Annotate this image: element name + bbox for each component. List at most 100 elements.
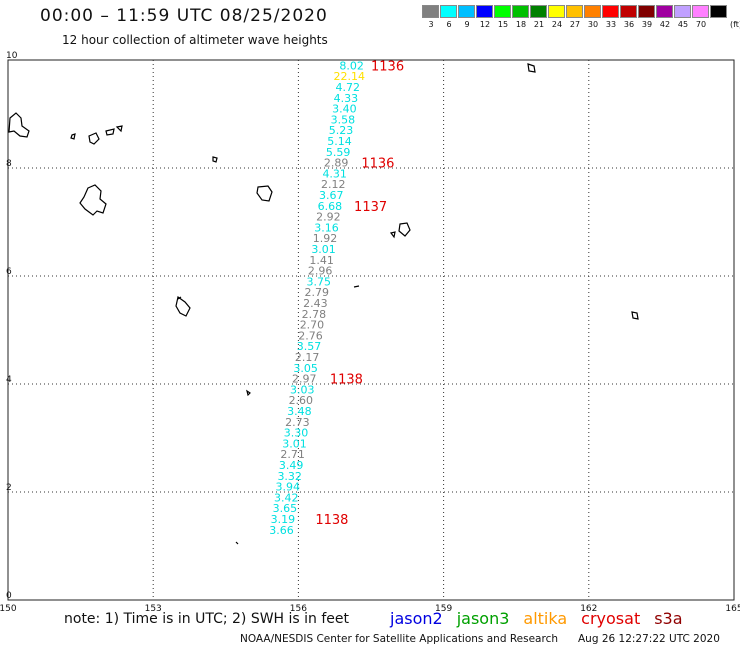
legend-label: 24 [551, 20, 563, 29]
island-outline [177, 296, 182, 300]
altimeter-observations: 8.0222.144.724.333.403.585.235.145.592.8… [269, 59, 365, 536]
satellite-cryosat: cryosat [581, 609, 641, 628]
map-subtitle: 12 hour collection of altimeter wave hei… [62, 33, 328, 47]
legend-label: 3 [428, 20, 434, 29]
legend-swatch [566, 5, 583, 18]
legend-swatch [422, 5, 439, 18]
island-outline [105, 128, 115, 136]
legend-label: 12 [479, 20, 491, 29]
island-outline [115, 125, 123, 133]
legend-swatch [530, 5, 547, 18]
legend-swatch [602, 5, 619, 18]
longitude-tick-label: 165 [725, 604, 740, 614]
wave-height-value: 3.66 [269, 524, 294, 537]
wave-height-value: 3.40 [332, 103, 357, 116]
legend-label: 9 [464, 20, 470, 29]
wave-height-value: 2.96 [308, 265, 333, 278]
longitude-tick-label: 156 [290, 604, 307, 614]
legend-label: 18 [515, 20, 527, 29]
island-outline [246, 389, 251, 397]
wave-height-value: 2.60 [289, 394, 314, 407]
latitude-tick-labels: 0 2 4 6 8 10 [6, 51, 18, 601]
legend-swatch [620, 5, 637, 18]
wave-height-value: 3.01 [282, 437, 307, 450]
wave-height-value: 3.58 [331, 113, 356, 126]
pass-number: 1138 [315, 513, 348, 528]
pass-number: 1138 [330, 373, 363, 388]
wave-height-value: 4.72 [336, 81, 361, 94]
wave-height-value: 2.92 [316, 211, 341, 224]
legend-swatch [476, 5, 493, 18]
pass-number-labels: 1136 1136 1137 1138 1138 [315, 59, 404, 528]
wave-height-value: 3.49 [279, 459, 304, 472]
legend-swatch [692, 5, 709, 18]
legend-label: 70 [695, 20, 707, 29]
pass-number: 1136 [371, 59, 404, 74]
legend-swatches [422, 5, 740, 18]
latitude-tick-label: 2 [6, 483, 12, 493]
wave-height-value: 4.33 [334, 92, 359, 105]
longitude-tick-label: 150 [0, 604, 17, 614]
legend-label: 33 [605, 20, 617, 29]
wave-height-value: 2.89 [324, 157, 349, 170]
legend-swatch [674, 5, 691, 18]
island-outline [175, 295, 191, 317]
legend-label: 30 [587, 20, 599, 29]
map-frame [7, 59, 735, 601]
longitude-tick-labels: 150 153 156 159 162 165 [0, 604, 740, 614]
wave-height-value: 3.32 [277, 470, 302, 483]
wave-height-value: 3.48 [287, 405, 312, 418]
wave-height-value: 1.41 [309, 254, 334, 267]
island-outline [8, 112, 30, 138]
legend-label: 21 [533, 20, 545, 29]
wave-height-value: 6.68 [318, 200, 343, 213]
island-outline [527, 63, 536, 73]
latitude-tick-label: 8 [6, 159, 12, 169]
island-outline [70, 133, 76, 140]
wave-height-value: 3.57 [297, 340, 322, 353]
legend-swatch [656, 5, 673, 18]
legend-swatch [512, 5, 529, 18]
wave-height-value: 3.75 [306, 275, 331, 288]
wave-height-value: 2.71 [280, 448, 305, 461]
legend-label: 39 [641, 20, 653, 29]
longitude-tick-label: 162 [580, 604, 597, 614]
island-outline [79, 184, 107, 216]
wave-height-value: 8.02 [339, 59, 364, 72]
island-outline [389, 231, 396, 239]
wave-height-value: 2.17 [295, 351, 320, 364]
island-outline [398, 222, 411, 237]
wave-height-value: 2.97 [292, 373, 317, 386]
island-outline [88, 132, 100, 145]
wave-height-value: 22.14 [333, 70, 365, 83]
legend-swatch [440, 5, 457, 18]
latitude-tick-label: 0 [6, 591, 12, 601]
legend-swatch [638, 5, 655, 18]
satellite-jason2: jason2 [390, 609, 443, 628]
wave-height-value: 5.14 [327, 135, 352, 148]
map-title: 00:00 – 11:59 UTC 08/25/2020 [40, 6, 328, 26]
wave-height-value: 1.92 [313, 232, 338, 245]
legend-swatch [584, 5, 601, 18]
island-outline [256, 185, 273, 202]
legend-unit: (ft) [730, 20, 740, 29]
wave-height-value: 3.67 [319, 189, 344, 202]
island-outline [631, 311, 639, 320]
satellite-s3a: s3a [654, 609, 683, 628]
legend-label: 6 [446, 20, 452, 29]
wave-height-value: 2.70 [300, 319, 325, 332]
longitude-tick-label: 153 [145, 604, 162, 614]
legend-label: 42 [659, 20, 671, 29]
legend-swatch [494, 5, 511, 18]
latitude-tick-label: 4 [6, 375, 12, 385]
wave-height-value: 3.30 [284, 427, 309, 440]
pass-number: 1136 [361, 157, 394, 172]
wave-height-value: 3.94 [276, 481, 301, 494]
generated-timestamp: Aug 26 12:27:22 UTC 2020 [578, 633, 720, 645]
wave-height-value: 2.76 [298, 329, 323, 342]
footer-note: note: 1) Time is in UTC; 2) SWH is in fe… [64, 611, 350, 627]
wave-height-value: 5.23 [329, 124, 354, 137]
satellite-legend: jason2 jason3 altika cryosat s3a [390, 609, 683, 628]
